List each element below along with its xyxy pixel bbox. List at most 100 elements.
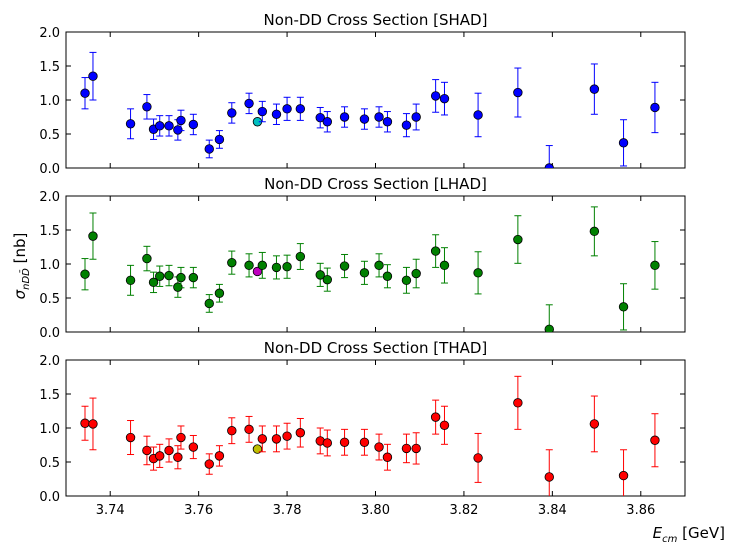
data-point — [295, 428, 306, 438]
data-point — [374, 260, 384, 271]
data-point — [125, 432, 136, 443]
y-tick-label: 1.0 — [39, 258, 60, 273]
x-tick-label: 3.76 — [184, 503, 213, 518]
data-point — [188, 442, 199, 452]
panel-shad: Non-DD Cross Section [SHAD] 0.0 0.5 1.0 1.5 2… — [39, 11, 686, 177]
data-point — [650, 260, 660, 271]
data-point — [339, 437, 350, 447]
x-tick-label: 3.78 — [273, 503, 302, 518]
y-tick-label: 0.5 — [39, 456, 60, 471]
data-point — [214, 451, 225, 461]
data-point — [430, 91, 441, 101]
data-point — [125, 119, 136, 129]
data-point — [544, 324, 554, 332]
panel-lhad: Non-DD Cross Section [LHAD] 0.0 0.5 1.0 1.5 2… — [39, 175, 686, 341]
data-point — [188, 272, 199, 283]
data-point — [164, 445, 174, 456]
data-point — [244, 98, 254, 109]
data-point — [155, 451, 165, 461]
data-point — [401, 443, 412, 454]
data-point — [439, 93, 450, 104]
data-point — [439, 420, 450, 430]
x-tick-label: 3.80 — [361, 503, 390, 518]
data-point — [322, 117, 333, 127]
data-point — [618, 138, 629, 148]
data-point — [513, 234, 523, 245]
y-tick-label: 1.5 — [39, 224, 60, 239]
data-point — [401, 275, 412, 286]
chart-title: Non-DD Cross Section [THAD] — [264, 339, 488, 357]
data-point — [227, 257, 237, 268]
data-point — [173, 452, 183, 462]
data-point — [513, 87, 523, 98]
data-point — [618, 470, 629, 481]
data-point — [430, 246, 441, 256]
data-point — [257, 434, 268, 444]
highlight-point — [252, 266, 263, 277]
data-point — [173, 282, 183, 292]
data-point — [257, 260, 268, 271]
data-point — [142, 253, 152, 264]
data-point — [473, 268, 483, 278]
data-point — [439, 260, 450, 271]
data-point — [80, 269, 90, 279]
data-point — [544, 163, 554, 168]
data-point — [339, 112, 350, 122]
chart-title: Non-DD Cross Section [SHAD] — [264, 11, 488, 29]
data-point — [204, 144, 214, 154]
y-tick-label: 2.0 — [39, 26, 60, 41]
data-point — [271, 262, 282, 273]
data-point — [473, 110, 483, 120]
data-point — [382, 271, 393, 281]
data-point — [382, 117, 393, 127]
data-point — [315, 112, 325, 123]
data-point — [148, 277, 159, 288]
data-point — [295, 251, 306, 262]
data-series — [80, 206, 660, 332]
data-point — [88, 71, 98, 81]
data-point — [382, 452, 393, 462]
x-tick-label: 3.74 — [96, 503, 125, 518]
data-point — [176, 272, 186, 283]
data-point — [339, 261, 350, 271]
data-point — [411, 268, 421, 279]
data-point — [173, 125, 183, 135]
y-tick-label: 0.0 — [39, 326, 60, 341]
data-point — [359, 268, 370, 278]
data-point — [142, 102, 152, 112]
y-tick-label: 0.5 — [39, 128, 60, 143]
data-point — [80, 418, 90, 428]
data-point — [411, 112, 421, 122]
data-point — [589, 84, 600, 94]
data-point — [227, 108, 237, 118]
y-tick-label: 1.5 — [39, 60, 60, 75]
y-tick-label: 2.0 — [39, 190, 60, 205]
data-point — [473, 453, 483, 463]
y-axis-label: σnDD̄ [nb] — [11, 233, 32, 300]
x-tick-label: 3.82 — [449, 503, 478, 518]
y-tick-label: 0.0 — [39, 162, 60, 177]
data-point — [214, 288, 225, 298]
data-point — [244, 424, 254, 435]
data-point — [544, 472, 554, 482]
data-series — [80, 375, 660, 496]
data-point — [315, 270, 325, 280]
x-tick-label: 3.84 — [538, 503, 567, 518]
data-point — [188, 119, 199, 130]
data-point — [164, 121, 174, 131]
data-point — [322, 274, 333, 285]
data-point — [650, 102, 660, 113]
data-point — [88, 419, 98, 429]
data-point — [359, 437, 370, 447]
data-point — [411, 443, 421, 454]
data-point — [589, 226, 600, 237]
data-point — [322, 438, 333, 448]
data-point — [204, 298, 214, 309]
data-point — [650, 435, 660, 445]
y-tick-label: 0.0 — [39, 490, 60, 505]
y-tick-label: 1.0 — [39, 422, 60, 437]
data-point — [155, 271, 165, 281]
chart-title: Non-DD Cross Section [LHAD] — [264, 175, 487, 193]
y-tick-label: 0.5 — [39, 292, 60, 307]
